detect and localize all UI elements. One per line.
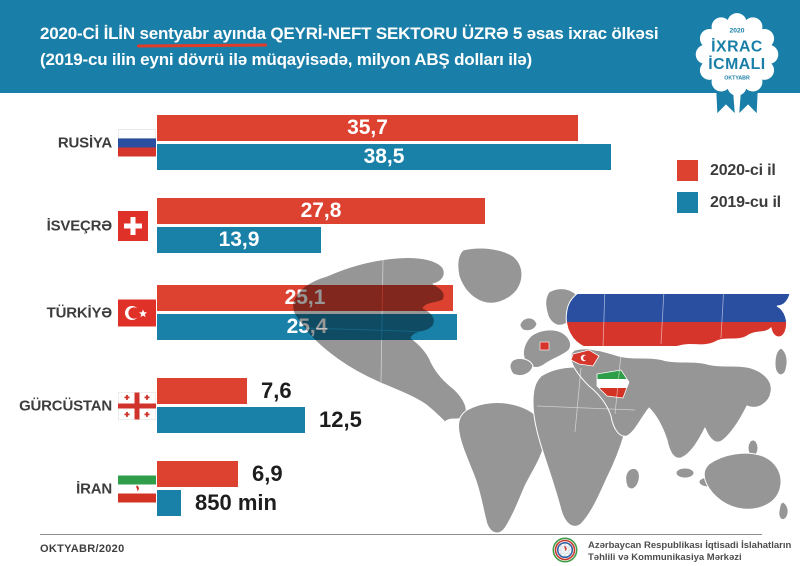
value-label: 7,6 — [261, 378, 292, 403]
chart-row-turkey: TÜRKİYƏ 25,1 25,4 — [0, 285, 800, 340]
legend-swatch — [677, 160, 698, 181]
georgia-flag-icon — [117, 391, 157, 420]
value-label: 38,5 — [363, 145, 405, 168]
bar-2019: 25,4 — [157, 314, 457, 340]
chart-area: RUSİYA 35,7 38,5 İSVEÇRƏ 27,8 13,9 TÜRKİYƏ 2… — [0, 93, 800, 566]
chart-row-russia: RUSİYA 35,7 38,5 — [0, 115, 800, 170]
bar-2019: 12,5 — [157, 407, 362, 433]
title-part: QEYRİ-NEFT SEKTORU ÜZRƏ — [265, 24, 513, 43]
bar-2020: 27,8 — [157, 198, 485, 224]
country-label: İRAN — [76, 480, 112, 497]
bar-group: 27,8 13,9 — [157, 198, 485, 256]
badge-month: OKTYABR — [724, 75, 750, 81]
value-label: 35,7 — [347, 116, 388, 139]
badge-title-2: İCMALI — [708, 55, 765, 73]
russia-flag — [117, 128, 157, 156]
page-title: 2020-Cİ İLİN sentyabr ayında QEYRİ-NEFT … — [40, 21, 659, 73]
badge-rosette — [695, 13, 779, 96]
footer-org-line2: Təhlili və Kommunikasiya Mərkəzi — [588, 551, 742, 563]
georgia-flag — [117, 391, 157, 420]
value-label: 27,8 — [300, 199, 342, 222]
title-part: sentyabr ayında — [139, 24, 266, 43]
bar-group: 25,1 25,4 — [157, 285, 457, 343]
footer-org-line1: Azərbaycan Respublikası İqtisadi İslahat… — [588, 540, 792, 551]
bar-2019: 13,9 — [157, 227, 321, 253]
bar-group: 35,7 38,5 — [157, 115, 611, 173]
legend-item-2019: 2019-cu il — [677, 192, 781, 213]
value-label: 850 min — [195, 490, 277, 515]
chart-row-switzerland: İSVEÇRƏ 27,8 13,9 — [0, 198, 800, 253]
switzerland-flag — [118, 210, 148, 241]
map-iberia — [509, 357, 534, 377]
chart-row-iran: İRAN 6,9 850 min — [0, 461, 800, 516]
value-label: 6,9 — [252, 461, 283, 486]
bar-2020: 35,7 — [157, 115, 578, 141]
footer-date: OKTYABR/2020 — [40, 543, 125, 555]
footer-divider — [40, 534, 762, 535]
bar-group: 6,9 850 min — [157, 461, 283, 519]
ixrac-icmali-badge: 2020 İXRAC İCMALI OKTYABR — [695, 13, 779, 114]
country-label: GÜRCÜSTAN — [19, 397, 112, 414]
bar-group: 7,6 12,5 — [157, 378, 362, 436]
iran-flag-icon — [118, 475, 156, 502]
value-label: 25,4 — [286, 315, 328, 338]
map-japan — [774, 347, 788, 376]
bar-2020: 25,1 — [157, 285, 453, 311]
country-label: RUSİYA — [57, 134, 112, 151]
legend-label: 2020-ci il — [710, 161, 776, 179]
title-part: 5 əsas ixrac ölkəsi — [512, 24, 659, 43]
header-band: 2020-Cİ İLİN sentyabr ayında QEYRİ-NEFT … — [0, 0, 800, 93]
title-subtitle: (2019-cu ilin eyni dövrü ilə müqayisədə,… — [40, 50, 532, 69]
bar-2020: 6,9 — [157, 461, 283, 487]
legend-item-2020: 2020-ci il — [677, 160, 781, 181]
title-line-1: 2020-Cİ İLİN sentyabr ayında QEYRİ-NEFT … — [40, 21, 659, 47]
country-label: TÜRKİYƏ — [46, 304, 113, 321]
bar-2020: 7,6 — [157, 378, 292, 404]
title-part: 2020-Cİ İLİN — [40, 24, 140, 43]
value-label: 12,5 — [319, 407, 362, 432]
value-label: 25,1 — [284, 286, 326, 309]
russia-flag-icon — [117, 128, 157, 156]
badge-title-1: İXRAC — [711, 38, 763, 56]
azerbaijan-emblem-icon — [552, 537, 578, 563]
iran-flag — [118, 475, 156, 502]
map-switzerland-region — [539, 341, 550, 351]
bar-2019: 38,5 — [157, 144, 611, 170]
footer-organization: Azərbaycan Respublikası İqtisadi İslahat… — [588, 540, 791, 563]
turkey-flag-icon — [118, 299, 156, 326]
map-turkey-region — [570, 349, 600, 367]
chart-legend: 2020-ci il 2019-cu il — [677, 160, 781, 224]
country-label: İSVEÇRƏ — [46, 217, 113, 234]
badge-year: 2020 — [730, 27, 745, 34]
switzerland-flag-icon — [118, 210, 148, 241]
value-label: 13,9 — [218, 228, 260, 251]
chart-row-georgia: GÜRCÜSTAN 7,6 12,5 — [0, 378, 800, 433]
map-philippines — [747, 439, 759, 457]
turkey-flag — [118, 299, 156, 326]
bar-2019: 850 min — [157, 490, 277, 516]
legend-swatch — [677, 192, 698, 213]
legend-label: 2019-cu il — [710, 193, 781, 211]
